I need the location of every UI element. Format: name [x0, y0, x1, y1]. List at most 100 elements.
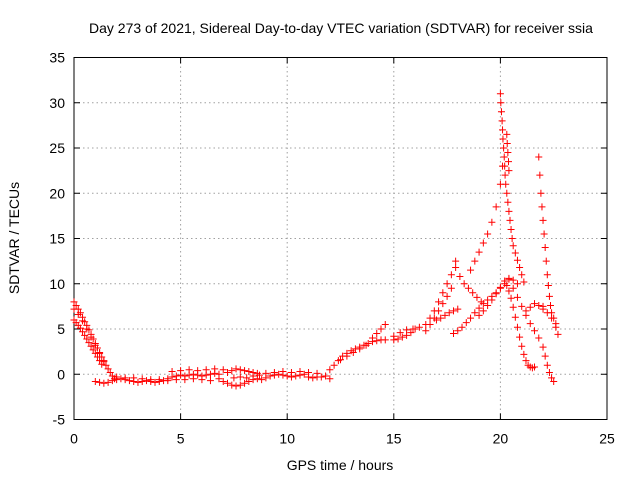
data-point	[241, 367, 249, 375]
data-point	[189, 375, 197, 383]
x-tick-label: 15	[386, 431, 402, 447]
data-point	[539, 302, 547, 310]
data-point	[464, 284, 472, 292]
data-point	[292, 372, 300, 380]
data-point	[403, 326, 411, 334]
data-point	[349, 349, 357, 357]
data-point	[477, 298, 485, 306]
data-point	[104, 365, 112, 373]
data-point	[522, 357, 530, 365]
data-point	[432, 316, 440, 324]
data-point	[541, 352, 549, 360]
data-point	[531, 363, 539, 371]
data-point	[548, 314, 556, 322]
y-axis-label: SDTVAR / TECUs	[6, 182, 22, 294]
data-point	[531, 327, 539, 335]
data-point	[544, 282, 552, 290]
data-point	[151, 378, 159, 386]
data-point	[206, 377, 214, 385]
data-point	[270, 368, 278, 376]
data-point	[211, 365, 219, 373]
y-tick-label: 25	[49, 140, 65, 156]
data-point	[258, 376, 266, 384]
data-point	[449, 307, 457, 315]
data-point	[475, 304, 483, 312]
data-point	[177, 367, 185, 375]
x-tick-labels: 0 5 10 15 20 25	[70, 431, 615, 447]
y-tick-label: 15	[49, 231, 65, 247]
x-axis-label: GPS time / hours	[287, 457, 394, 473]
data-point	[454, 305, 462, 313]
data-point	[531, 300, 539, 308]
data-point	[488, 218, 496, 226]
data-point	[507, 294, 515, 302]
data-point	[467, 266, 475, 274]
data-point	[501, 277, 509, 285]
data-point	[296, 368, 304, 376]
data-point	[164, 377, 172, 385]
y-tick-label: 20	[49, 185, 65, 201]
data-point	[407, 329, 415, 337]
data-point	[236, 366, 244, 374]
data-point	[230, 374, 238, 382]
data-point	[484, 301, 492, 309]
data-point	[506, 216, 514, 224]
data-point	[121, 374, 129, 382]
data-point	[509, 303, 517, 311]
data-point	[550, 377, 558, 385]
data-point	[542, 257, 550, 265]
data-point	[537, 189, 545, 197]
data-point	[138, 375, 146, 383]
data-point	[539, 343, 547, 351]
data-point	[356, 345, 364, 353]
data-point	[513, 323, 521, 331]
data-point	[219, 377, 227, 385]
data-point	[505, 287, 513, 295]
data-point	[317, 373, 325, 381]
data-point	[545, 368, 553, 376]
data-point	[330, 361, 338, 369]
data-point	[536, 171, 544, 179]
data-point	[439, 300, 447, 308]
data-point	[507, 225, 515, 233]
data-point	[518, 342, 526, 350]
data-point	[398, 333, 406, 341]
data-point	[504, 149, 512, 157]
data-point	[125, 377, 133, 385]
data-point	[79, 317, 87, 325]
data-point	[516, 333, 524, 341]
data-point	[266, 372, 274, 380]
data-point	[305, 373, 313, 381]
data-point	[469, 289, 477, 297]
data-point	[172, 376, 180, 384]
data-point	[104, 378, 112, 386]
data-point	[535, 301, 543, 309]
y-tick-label: -5	[53, 412, 66, 428]
data-point	[501, 162, 509, 170]
data-point	[373, 330, 381, 338]
data-point	[275, 370, 283, 378]
data-point	[460, 280, 468, 288]
data-point	[479, 307, 487, 315]
data-point	[441, 311, 449, 319]
x-tick-label: 10	[279, 431, 295, 447]
data-point	[526, 320, 534, 328]
data-point	[224, 379, 232, 387]
data-point	[241, 379, 249, 387]
data-point	[83, 325, 91, 333]
data-point	[83, 335, 91, 343]
data-point	[102, 361, 110, 369]
data-point	[500, 144, 508, 152]
data-point	[91, 377, 99, 385]
data-point	[236, 373, 244, 381]
data-point	[130, 374, 138, 382]
data-point	[458, 323, 466, 331]
data-point	[452, 257, 460, 265]
data-point	[96, 349, 104, 357]
data-point	[326, 366, 334, 374]
data-point	[147, 376, 155, 384]
data-point	[541, 244, 549, 252]
data-point	[547, 301, 555, 309]
data-point	[85, 339, 93, 347]
